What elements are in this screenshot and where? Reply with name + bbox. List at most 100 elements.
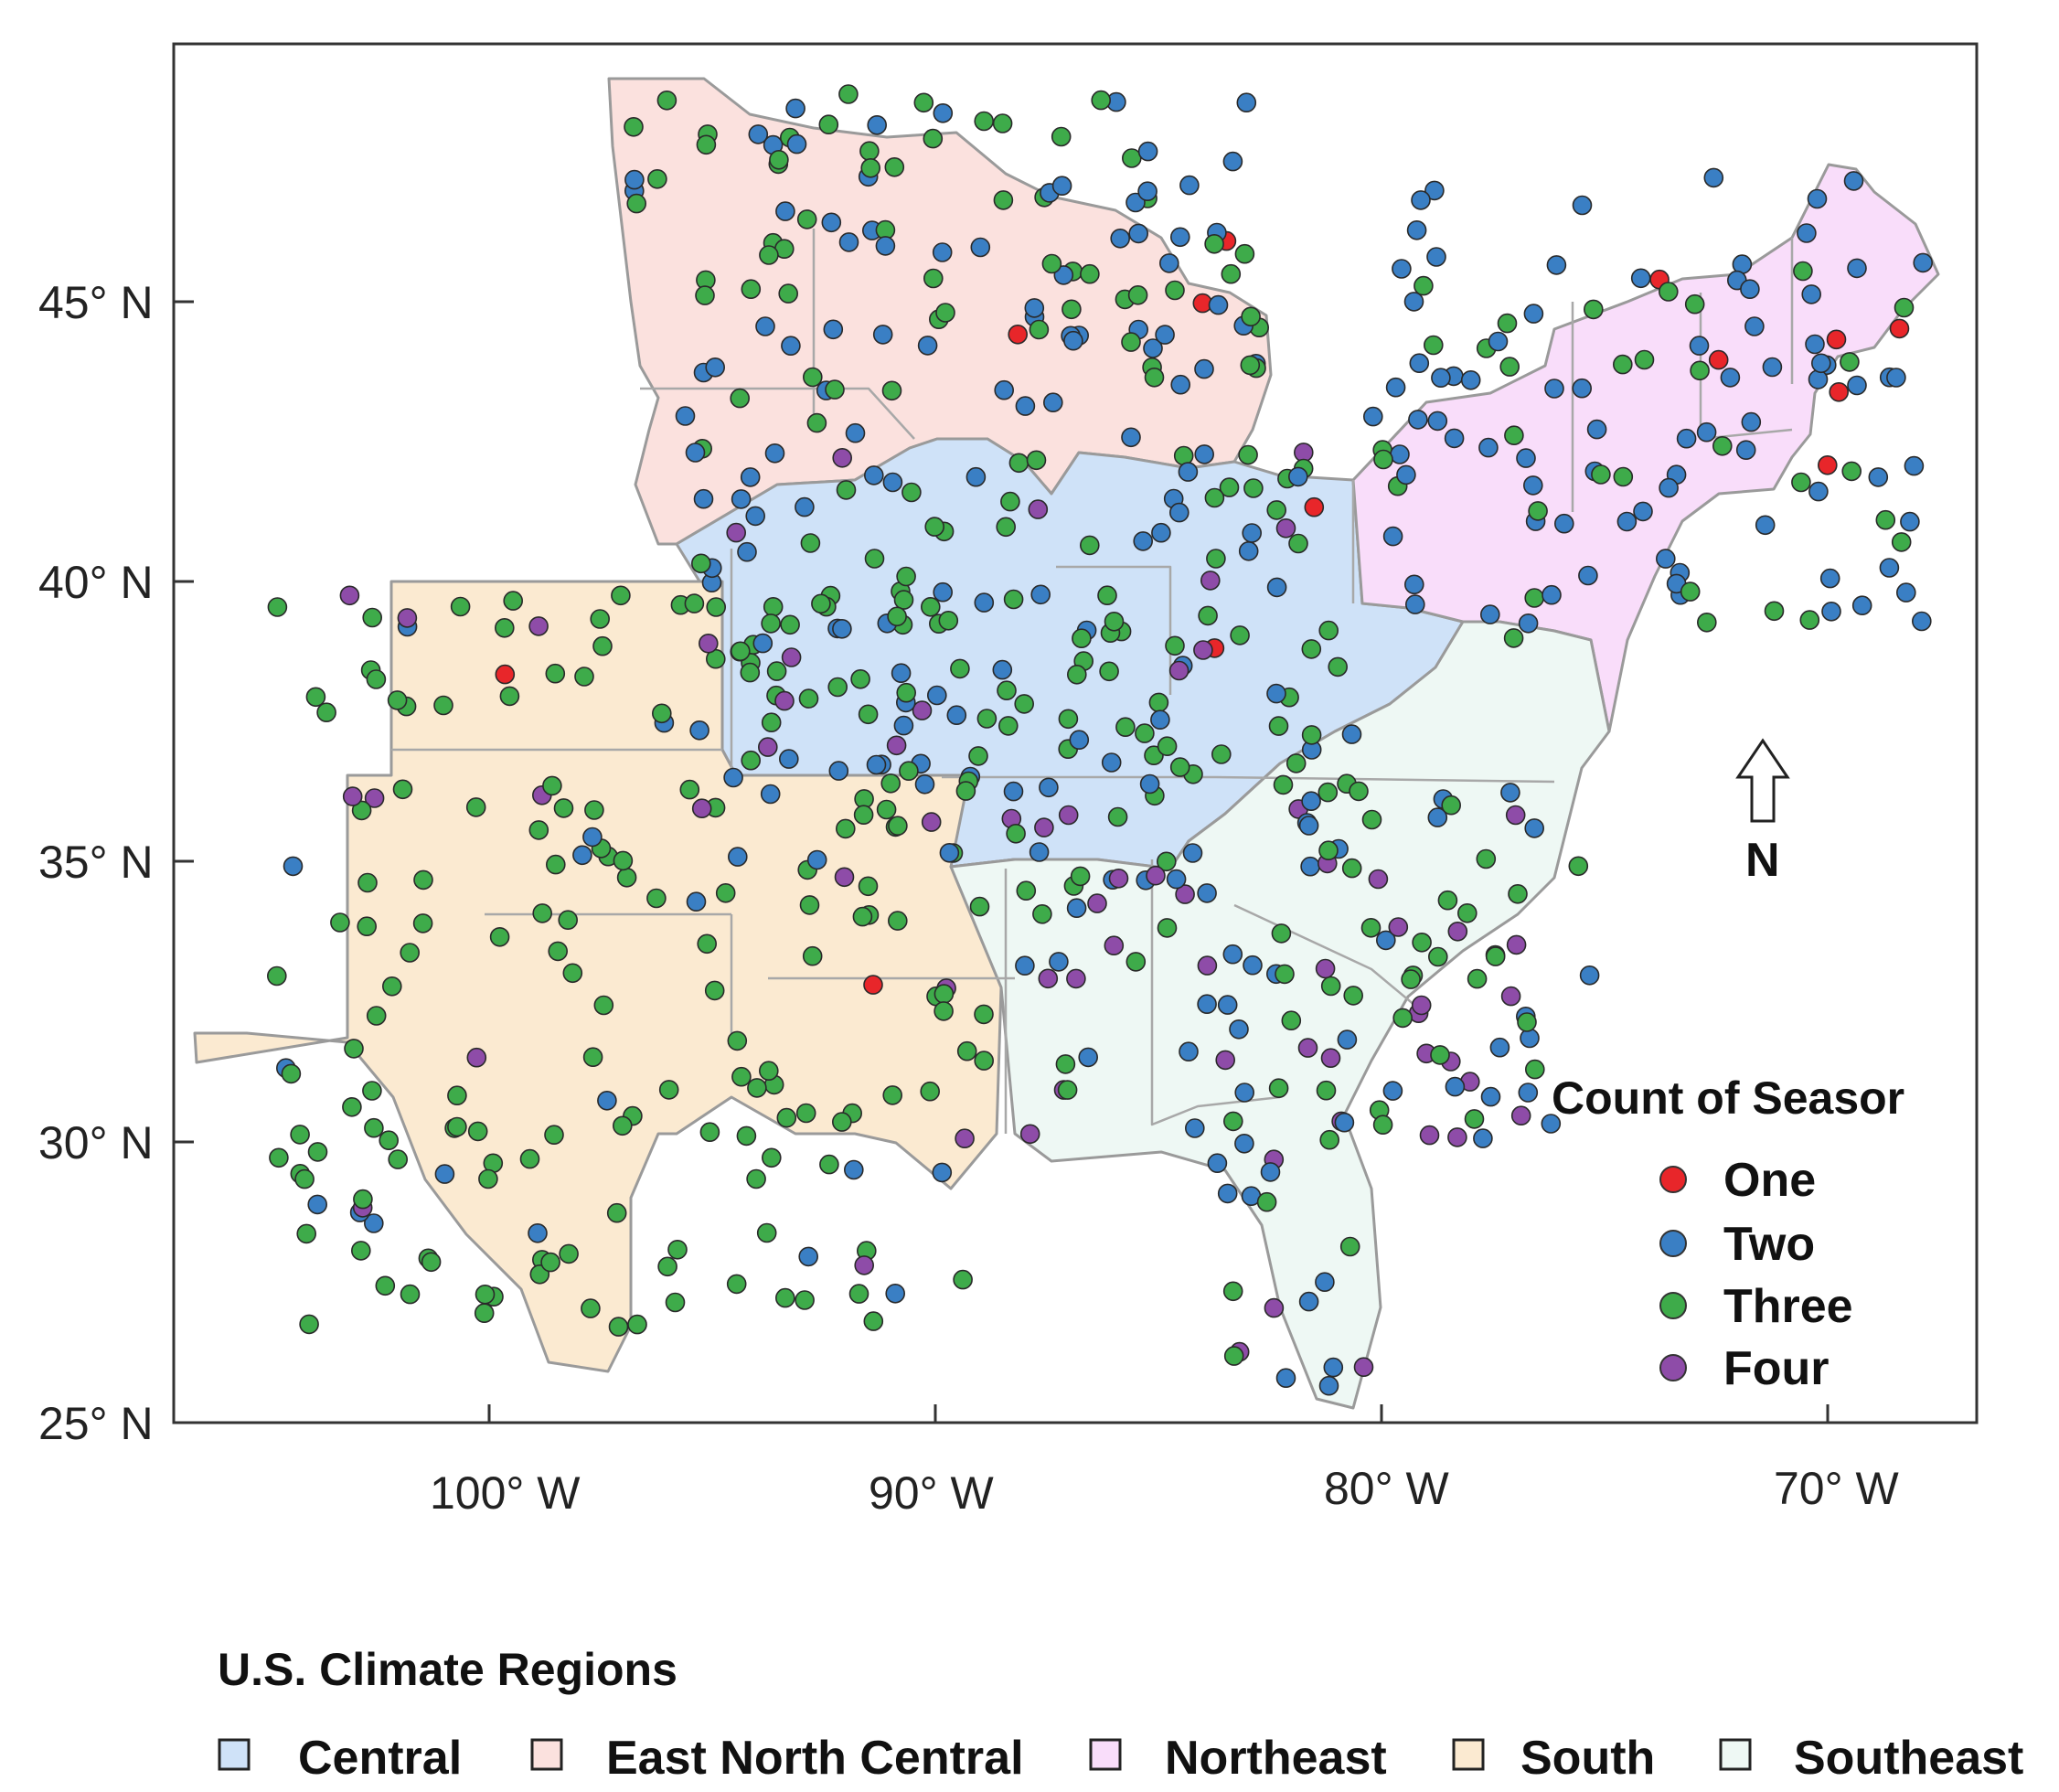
station-dot [786, 133, 807, 155]
station-dot [920, 596, 941, 617]
station-dot [1467, 968, 1488, 989]
station-dot [344, 1039, 364, 1059]
station-dot [558, 910, 579, 931]
station-dot [1275, 964, 1295, 985]
station-dot [821, 212, 842, 233]
station-dot [612, 1115, 633, 1136]
station-dot [1268, 1078, 1289, 1098]
station-dot [357, 916, 378, 937]
station-dot [528, 820, 549, 840]
station-dot [1107, 806, 1128, 827]
station-dot [684, 593, 705, 613]
station-dot [1382, 1081, 1403, 1101]
station-dot [290, 1125, 310, 1145]
station-dot [1016, 880, 1037, 901]
station-dot [1223, 1111, 1243, 1132]
station-dot [1091, 90, 1111, 111]
station-dot [1219, 477, 1240, 497]
station-dot [1275, 1368, 1296, 1388]
station-dot [665, 1292, 686, 1313]
station-dot [1234, 243, 1255, 264]
station-dot [1879, 558, 1900, 578]
station-dot [1057, 1080, 1078, 1100]
station-dot [1242, 523, 1262, 543]
region-swatch-northeast [1089, 1738, 1122, 1771]
station-dot [1194, 444, 1214, 464]
season-legend: Count of Seasor One Two Three Four [1552, 1072, 1904, 1395]
station-dot [532, 903, 553, 923]
map-frame [172, 42, 1979, 1424]
station-dot [1137, 141, 1158, 162]
station-dot [1894, 297, 1915, 318]
station-dot [1097, 585, 1117, 606]
station-dot [1404, 574, 1424, 595]
station-dot [1135, 723, 1155, 743]
station-dot [705, 357, 726, 378]
station-dot [1144, 367, 1165, 388]
station-dot [780, 614, 800, 635]
station-dot [1038, 968, 1059, 989]
station-dot [923, 268, 944, 289]
station-dot [843, 1159, 864, 1180]
station-dot [1169, 502, 1190, 523]
station-dot [1412, 933, 1432, 953]
station-dot [920, 1081, 941, 1102]
region-label-east-north-central: East North Central [606, 1732, 1024, 1785]
station-dot [357, 872, 378, 893]
station-dot [1318, 840, 1339, 861]
station-dot [1505, 805, 1526, 826]
station-dot [730, 641, 751, 662]
station-dot [1099, 661, 1119, 682]
station-dot [544, 1125, 564, 1145]
station-dot [307, 1142, 328, 1162]
station-dot [1414, 275, 1434, 296]
station-dot [1006, 823, 1026, 844]
station-dot [1427, 411, 1448, 432]
station-dot [447, 1116, 467, 1137]
station-dot [1473, 1128, 1493, 1148]
station-dot [1684, 293, 1705, 315]
station-dot [1339, 1236, 1360, 1257]
station-dot [379, 1130, 400, 1150]
station-dot [1613, 354, 1633, 375]
station-dot [1126, 952, 1147, 972]
station-dot [912, 700, 933, 720]
station-dot [1137, 181, 1158, 201]
station-dot [1720, 368, 1741, 388]
station-dot [795, 1103, 816, 1124]
station-dot [974, 111, 994, 132]
station-dot [723, 767, 743, 788]
station-dot [818, 114, 839, 134]
station-dot [950, 658, 970, 679]
station-dot [363, 1213, 384, 1233]
station-dot [1211, 744, 1232, 764]
station-dot [1488, 331, 1509, 352]
station-dot [307, 1194, 328, 1215]
station-dot [1464, 1109, 1485, 1129]
station-dot [798, 1246, 819, 1267]
station-dot [1518, 613, 1539, 634]
region-swatch-east-north-central [530, 1738, 563, 1771]
station-dot [1797, 223, 1817, 243]
station-dot [1014, 694, 1034, 714]
station-dot [1392, 1008, 1413, 1029]
station-dot [686, 891, 707, 912]
station-dot [1315, 958, 1336, 979]
station-dot [1499, 357, 1520, 377]
station-dot [727, 847, 748, 867]
station-dot [955, 781, 976, 801]
station-dot [421, 1252, 442, 1273]
station-dot [974, 592, 995, 613]
station-dot [1485, 946, 1506, 966]
station-dot [974, 1051, 994, 1071]
station-dot [1029, 842, 1050, 862]
legend-swatch-four [1659, 1354, 1687, 1381]
station-dot [1447, 1127, 1467, 1147]
station-dot [896, 682, 917, 703]
station-dot [838, 84, 859, 104]
station-dot [1015, 955, 1035, 976]
station-dot [1049, 952, 1069, 972]
station-dot [1659, 477, 1679, 498]
station-dot [1126, 192, 1146, 213]
station-dot [1426, 247, 1446, 267]
